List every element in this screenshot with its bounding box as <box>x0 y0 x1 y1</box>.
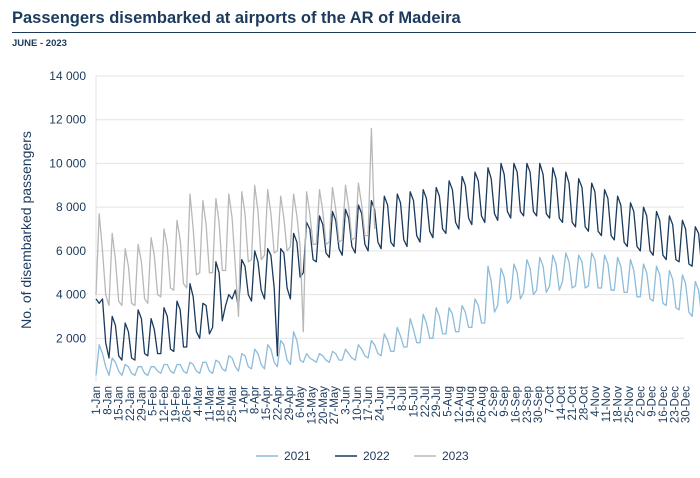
x-tick-label: 27-May <box>329 386 341 425</box>
series-line-2022 <box>95 162 700 361</box>
x-tick-label: 9-Dec <box>647 386 659 417</box>
title-divider <box>12 32 696 33</box>
x-tick-label: 2-Sep <box>488 386 500 417</box>
x-tick-label: 8-Jul <box>397 386 409 411</box>
x-tick-label: 11-Mar <box>204 386 216 422</box>
x-tick-label: 8-Apr <box>250 386 262 414</box>
series-lines <box>95 127 700 377</box>
series-line-2023 <box>95 127 376 333</box>
x-tick-label: 1-Jan <box>91 386 103 415</box>
y-tick-label: 14 000 <box>49 69 86 83</box>
x-tick-label: 15-Jan <box>114 386 126 421</box>
x-tick-label: 12-Feb <box>159 386 171 422</box>
x-tick-label: 11-Nov <box>601 386 613 422</box>
y-tick-label: 6 000 <box>56 244 86 258</box>
legend-label-2022: 2022 <box>363 449 390 463</box>
x-tick-label: 8-Jan <box>102 386 114 415</box>
x-tick-label: 30-Dec <box>681 386 693 423</box>
x-tick-label: 12-Aug <box>454 386 466 423</box>
series-line-2021 <box>95 252 700 377</box>
x-tick-label: 28-Oct <box>579 385 591 420</box>
x-tick-label: 18-Mar <box>216 386 228 423</box>
x-tick-label: 22-Apr <box>272 386 284 421</box>
x-tick-label: 7-Oct <box>545 385 557 414</box>
x-tick-label: 9-Sep <box>499 386 511 417</box>
x-tick-label: 21-Oct <box>567 385 579 420</box>
x-tick-label: 23-Dec <box>669 386 681 423</box>
x-tick-label: 14-Oct <box>556 385 568 420</box>
x-tick-label: 1-Apr <box>238 386 250 414</box>
x-tick-label: 16-Sep <box>511 386 523 423</box>
x-tick-label: 26-Aug <box>477 386 489 423</box>
x-tick-label: 6-May <box>295 386 307 418</box>
x-tick-label: 19-Feb <box>170 386 182 422</box>
y-tick-label: 12 000 <box>49 113 86 127</box>
legend-label-2023: 2023 <box>442 449 469 463</box>
y-tick-label: 4 000 <box>56 288 86 302</box>
y-tick-label: 8 000 <box>56 200 86 214</box>
x-tick-label: 22-Jan <box>125 386 137 421</box>
legend-label-2021: 2021 <box>284 449 311 463</box>
x-tick-label: 4-Nov <box>590 386 602 417</box>
x-tick-label: 13-May <box>306 386 318 425</box>
x-tick-label: 19-Aug <box>465 386 477 423</box>
gridlines <box>95 75 684 382</box>
x-tick-label: 26-Feb <box>182 386 194 422</box>
chart-subtitle: JUNE - 2023 <box>12 38 67 49</box>
x-tick-label: 1-Jul <box>386 386 398 411</box>
x-tick-label: 10-Jun <box>352 386 364 421</box>
x-tick-label: 25-Nov <box>624 386 636 423</box>
x-tick-label: 5-Feb <box>148 386 160 416</box>
x-tick-label: 2-Dec <box>635 386 647 417</box>
y-axis: 2 000 4 000 6 000 8 000 10 000 12 000 14 000 <box>49 69 86 345</box>
y-tick-label: 10 000 <box>49 156 86 170</box>
x-tick-label: 23-Sep <box>522 386 534 423</box>
x-axis: 1-Jan 8-Jan 15-Jan 22-Jan 29-Jan 5-Feb 12-Feb 1… <box>91 385 693 424</box>
x-tick-label: 16-Dec <box>658 386 670 423</box>
x-tick-label: 4-Mar <box>193 386 205 416</box>
x-tick-label: 30-Sep <box>533 386 545 423</box>
x-tick-label: 29-Jan <box>136 386 148 421</box>
x-tick-label: 17-Jun <box>363 386 375 421</box>
x-tick-label: 29-Apr <box>284 386 296 421</box>
x-tick-label: 5-Aug <box>443 386 455 417</box>
chart-title: Passengers disembarked at airports of th… <box>12 9 461 27</box>
x-tick-label: 24-Jun <box>374 386 386 421</box>
x-tick-label: 15-Apr <box>261 386 273 421</box>
x-tick-label: 29-Jul <box>431 386 443 417</box>
y-tick-label: 2 000 <box>56 331 86 345</box>
x-tick-label: 3-Jun <box>340 386 352 415</box>
y-axis-label: No. of disembarked passengers <box>18 131 34 329</box>
x-tick-label: 20-May <box>318 386 330 425</box>
x-tick-label: 15-Jul <box>408 386 420 417</box>
x-tick-label: 22-Jul <box>420 386 432 417</box>
x-tick-label: 18-Nov <box>613 386 625 423</box>
x-tick-label: 25-Mar <box>227 386 239 423</box>
legend: 2021 2022 2023 <box>256 449 469 463</box>
